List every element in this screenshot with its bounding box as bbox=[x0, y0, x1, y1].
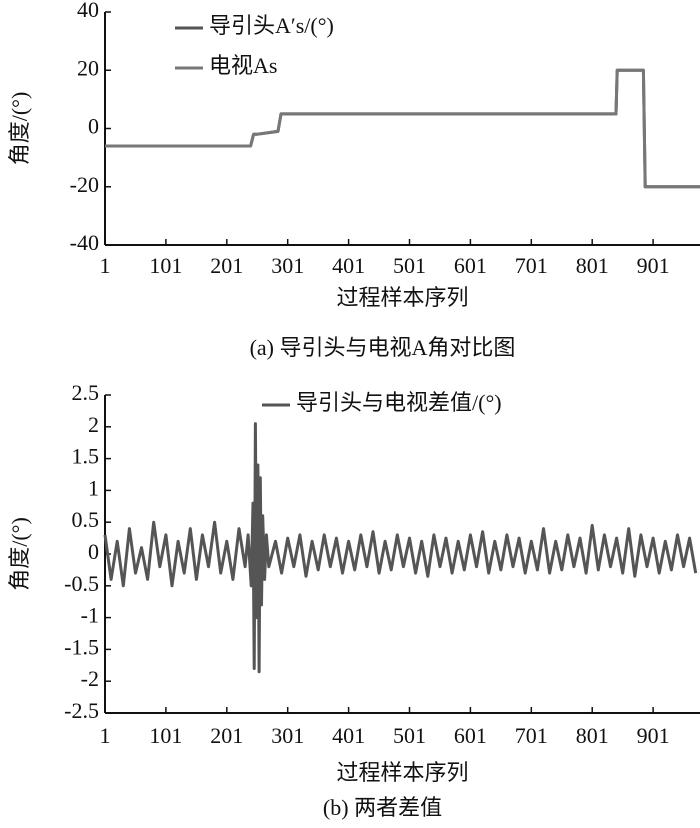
y-tick-label: -2 bbox=[81, 666, 99, 691]
x-tick-label: 701 bbox=[515, 723, 548, 748]
y-tick-label: 1.5 bbox=[72, 444, 100, 469]
caption: (a) 导引头与电视A角对比图 bbox=[250, 335, 516, 360]
y-axis-label: 角度/(°) bbox=[7, 92, 32, 166]
x-tick-label: 501 bbox=[393, 253, 426, 278]
x-tick-label: 201 bbox=[210, 253, 243, 278]
x-tick-label: 401 bbox=[332, 723, 365, 748]
y-axis-label: 角度/(°) bbox=[7, 517, 32, 591]
legend-label: 导引头A′s/(°) bbox=[209, 13, 334, 38]
y-tick-label: 2 bbox=[88, 412, 99, 437]
y-tick-label: -1.5 bbox=[64, 634, 99, 659]
x-tick-label: 701 bbox=[515, 253, 548, 278]
caption: (b) 两者差值 bbox=[323, 795, 442, 820]
x-tick-label: 301 bbox=[271, 723, 304, 748]
x-tick-label: 101 bbox=[149, 723, 182, 748]
y-tick-label: 2.5 bbox=[72, 380, 100, 405]
x-tick-label: 401 bbox=[332, 253, 365, 278]
x-tick-label: 601 bbox=[454, 253, 487, 278]
legend-label: 电视As bbox=[209, 53, 277, 78]
x-tick-label: 501 bbox=[393, 723, 426, 748]
x-tick-label: 801 bbox=[576, 723, 609, 748]
y-tick-label: -1 bbox=[81, 603, 99, 628]
series-line bbox=[105, 68, 700, 189]
x-tick-label: 301 bbox=[271, 253, 304, 278]
y-tick-label: -2.5 bbox=[64, 698, 99, 723]
y-tick-label: 1 bbox=[88, 475, 99, 500]
x-tick-label: 801 bbox=[576, 253, 609, 278]
x-tick-label: 201 bbox=[210, 723, 243, 748]
y-tick-label: -20 bbox=[70, 172, 99, 197]
y-tick-label: -0.5 bbox=[64, 571, 99, 596]
x-tick-label: 101 bbox=[149, 253, 182, 278]
y-tick-label: -40 bbox=[70, 230, 99, 255]
y-tick-label: 0 bbox=[88, 114, 99, 139]
x-tick-label: 1 bbox=[100, 723, 111, 748]
y-tick-label: 20 bbox=[77, 55, 99, 80]
y-tick-label: 0.5 bbox=[72, 507, 100, 532]
x-axis-label: 过程样本序列 bbox=[336, 760, 468, 785]
x-tick-label: 1 bbox=[100, 253, 111, 278]
y-tick-label: 40 bbox=[77, 0, 99, 22]
series-line bbox=[103, 422, 698, 674]
x-tick-label: 601 bbox=[454, 723, 487, 748]
legend-label: 导引头与电视差值/(°) bbox=[296, 390, 502, 415]
x-tick-label: 901 bbox=[637, 723, 670, 748]
x-tick-label: 901 bbox=[637, 253, 670, 278]
series-line bbox=[105, 68, 700, 189]
x-axis-label: 过程样本序列 bbox=[336, 285, 468, 310]
y-tick-label: 0 bbox=[88, 539, 99, 564]
